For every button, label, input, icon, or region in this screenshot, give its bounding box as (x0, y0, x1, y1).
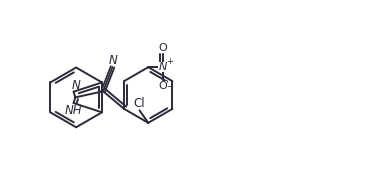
Text: N: N (71, 79, 80, 92)
Text: Cl: Cl (134, 97, 145, 110)
Text: O: O (158, 43, 167, 53)
Text: N: N (109, 54, 118, 67)
Text: NH: NH (65, 104, 82, 117)
Text: O: O (158, 81, 167, 91)
Text: +: + (167, 57, 173, 66)
Text: −: − (167, 82, 173, 91)
Text: N: N (158, 62, 167, 72)
